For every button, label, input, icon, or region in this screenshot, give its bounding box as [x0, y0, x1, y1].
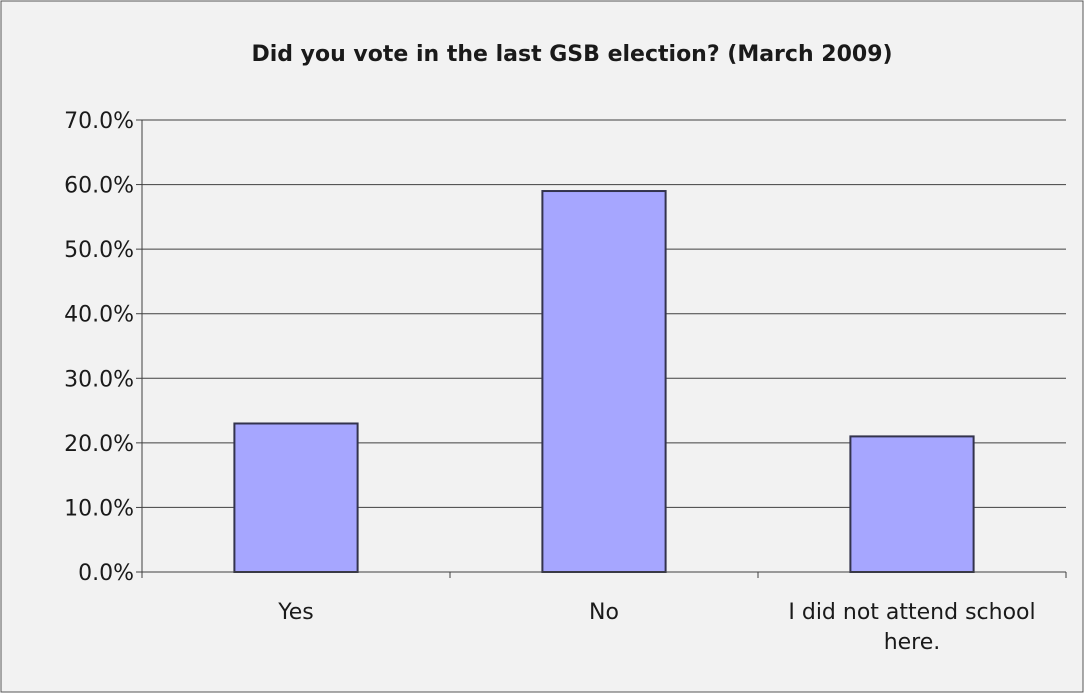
- chart-title: Did you vote in the last GSB election? (…: [251, 42, 892, 67]
- y-tick-label: 20.0%: [64, 432, 134, 457]
- y-tick-label: 60.0%: [64, 174, 134, 199]
- bars: [233, 190, 975, 573]
- axes: [141, 120, 1067, 578]
- x-axis-labels: Yes No I did not attend school here.: [277, 600, 1035, 655]
- y-tick-label: 50.0%: [64, 238, 134, 263]
- x-tick-label: No: [589, 600, 619, 625]
- y-tick-label: 10.0%: [64, 496, 134, 521]
- y-tick-label: 40.0%: [64, 303, 134, 328]
- x-tick-label: Yes: [277, 600, 314, 625]
- y-axis-ticks: 0.0% 10.0% 20.0% 30.0% 40.0% 50.0% 60.0% 70.0%: [64, 109, 142, 586]
- bar-0: [233, 422, 359, 573]
- bar-1: [541, 190, 667, 573]
- bar-2: [849, 435, 975, 573]
- x-tick-label: I did not attend school here.: [788, 600, 1035, 655]
- y-tick-label: 70.0%: [64, 109, 134, 134]
- y-tick-label: 30.0%: [64, 367, 134, 392]
- y-tick-label: 0.0%: [78, 561, 134, 586]
